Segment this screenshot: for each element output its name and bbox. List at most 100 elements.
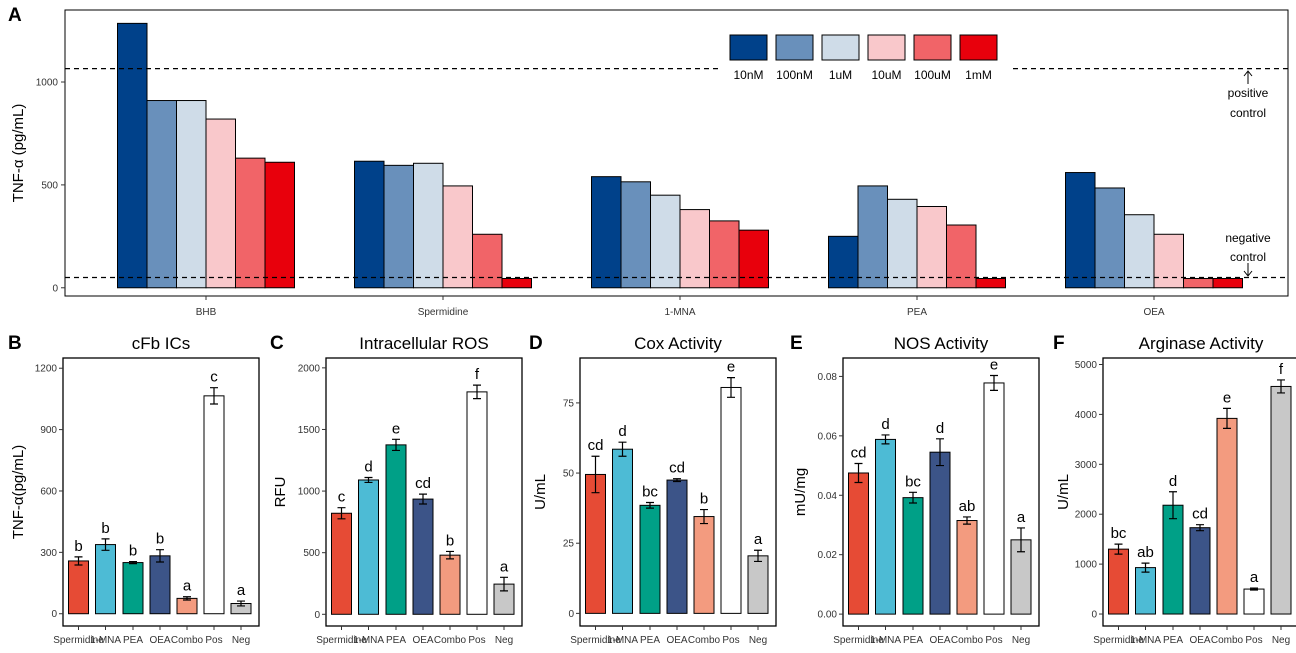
a-bar-oea-10um	[1153, 233, 1184, 289]
a-bar-oea-1um	[1124, 214, 1155, 289]
significance-label: d	[936, 420, 944, 437]
ytick-label: 600	[40, 486, 57, 497]
significance-label: d	[881, 416, 889, 433]
xtick-label: Pos	[1245, 635, 1262, 646]
error-bar	[673, 478, 681, 483]
bar-spermidine	[331, 512, 352, 615]
significance-label: ab	[959, 498, 976, 515]
significance-label: a	[500, 558, 509, 575]
panel-letter-d: D	[529, 333, 543, 354]
ytick-label: 0.02	[818, 550, 838, 561]
error-bar	[1223, 407, 1231, 429]
bar-spermidine	[1108, 548, 1129, 615]
panel-letter-c: C	[270, 333, 284, 354]
a-bar-spermidine-100nm	[383, 164, 414, 289]
a-ytick-label: 500	[41, 180, 58, 191]
a-bar-spermidine-100um	[472, 233, 503, 289]
y-axis-label: TNF-α(pg/mL)	[10, 445, 27, 540]
bar-spermidine	[68, 560, 89, 615]
xtick-label: PEA	[1163, 635, 1183, 646]
bar-1-mna	[612, 448, 633, 614]
error-bar	[183, 596, 191, 601]
bar-1-mna	[1135, 567, 1156, 615]
up-arrow-icon	[1243, 70, 1253, 84]
plot-frame	[842, 357, 1040, 627]
xtick-label: 1-MNA	[1130, 635, 1161, 646]
legend-swatch-100nm	[775, 34, 814, 61]
error-bar	[392, 438, 400, 452]
ytick-label: 0.04	[818, 491, 838, 502]
xtick-label: Combo	[951, 635, 984, 646]
xtick-label: Neg	[232, 635, 250, 646]
significance-label: e	[727, 359, 735, 376]
a-bar-oea-1mm	[1212, 278, 1243, 289]
ytick-label: 4000	[1075, 410, 1098, 421]
error-bar	[1114, 543, 1123, 555]
bar-oea	[666, 479, 688, 614]
panel-c: C Intracellular ROS RFU 0 500 1000 1500 2000 c Sp…	[270, 333, 523, 646]
error-bar	[963, 516, 971, 525]
significance-label: c	[338, 489, 346, 506]
error-bar	[364, 476, 373, 484]
error-bar	[854, 462, 863, 484]
significance-label: c	[210, 369, 218, 386]
y-axis-label: mU/mg	[792, 468, 809, 516]
xtick-label: PEA	[123, 635, 143, 646]
xtick-label: PEA	[640, 635, 660, 646]
panel-a-annotations: positive control negative control	[1225, 70, 1271, 277]
xtick-label: Combo	[434, 635, 467, 646]
bar-combo	[1216, 417, 1238, 615]
bar-pos	[203, 395, 225, 615]
legend-swatch-10nm	[729, 34, 768, 61]
bar-spermidine	[848, 472, 869, 615]
negative-control-label-line1: negative	[1225, 231, 1271, 245]
ytick-label: 3000	[1075, 460, 1098, 471]
legend-swatch-1mm	[959, 34, 998, 61]
y-axis-label: U/mL	[532, 474, 549, 510]
significance-label: b	[446, 532, 454, 549]
error-bar	[74, 556, 83, 566]
xtick-label: Pos	[205, 635, 222, 646]
bar-pea	[902, 497, 924, 615]
a-xtick-label: 1-MNA	[664, 307, 695, 318]
panel-d: D Cox Activity U/mL 0 25 50 75 cd Spermidine d 1-M…	[529, 333, 777, 646]
ytick-label: 0	[314, 610, 320, 621]
legend-swatch-100um	[913, 34, 952, 61]
error-bar	[727, 377, 735, 398]
a-xtick-label: OEA	[1143, 307, 1164, 318]
xtick-label: Spermidine	[833, 635, 884, 646]
error-bar	[337, 507, 346, 520]
error-bar	[473, 384, 481, 400]
bar-pea	[639, 504, 661, 614]
error-bar	[500, 576, 508, 592]
ytick-label: 25	[563, 539, 575, 550]
panel-title: Intracellular ROS	[359, 334, 488, 353]
xtick-label: Combo	[688, 635, 721, 646]
legend-label-1mm: 1mM	[965, 68, 992, 82]
error-bar	[1196, 524, 1204, 532]
error-bar	[419, 493, 427, 505]
ytick-label: 900	[40, 425, 57, 436]
legend-label-10nm: 10nM	[733, 68, 763, 82]
xtick-label: Neg	[1012, 635, 1030, 646]
bar-pea	[385, 444, 407, 615]
error-bar	[129, 560, 137, 565]
a-bar-bhb-100nm	[146, 100, 177, 289]
ytick-label: 0.08	[818, 372, 838, 383]
ytick-label: 1000	[1075, 560, 1098, 571]
panel-a-frame	[64, 9, 1289, 297]
xtick-label: PEA	[386, 635, 406, 646]
error-bar	[101, 538, 110, 551]
bar-1-mna	[358, 479, 379, 615]
ytick-label: 0	[51, 609, 57, 620]
legend-swatch-1um	[821, 34, 860, 61]
xtick-label: 1-MNA	[353, 635, 384, 646]
error-bar	[1141, 562, 1150, 573]
significance-label: a	[754, 531, 763, 548]
xtick-label: OEA	[1189, 635, 1210, 646]
error-bar	[237, 600, 245, 607]
significance-label: f	[1279, 361, 1284, 378]
xtick-label: Spermidine	[570, 635, 621, 646]
significance-label: b	[129, 543, 137, 560]
